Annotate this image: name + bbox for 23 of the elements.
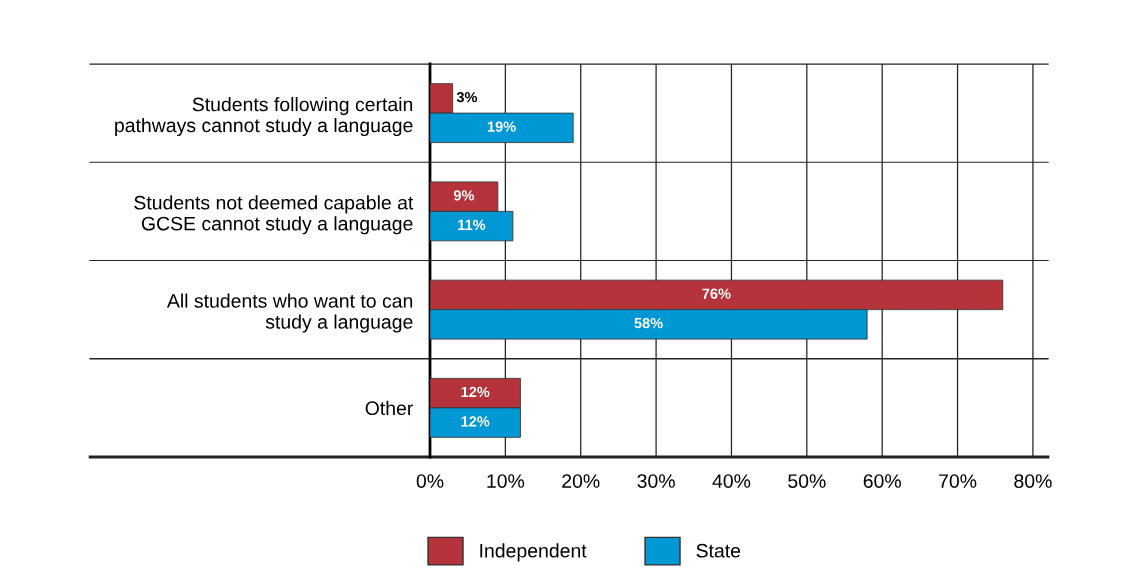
x-tick-label: 10%: [487, 474, 525, 488]
legend-label: Independent: [480, 543, 587, 562]
data-label: 12%: [461, 416, 490, 427]
data-label: 58%: [634, 317, 663, 329]
data-label: 9%: [453, 190, 475, 201]
x-tick-label: 80%: [1014, 474, 1052, 488]
data-label: 12%: [461, 386, 490, 398]
y-tick-label: All students who want to can study a language: [166, 293, 413, 333]
x-tick-label: 70%: [939, 474, 977, 488]
y-tick-label: Students following certain pathways cannot study a language: [115, 97, 413, 137]
data-label: 11%: [458, 219, 486, 230]
legend-label: State: [696, 543, 741, 558]
x-tick-label: 60%: [863, 474, 901, 488]
y-tick-label: Other: [365, 400, 414, 416]
data-label: 3%: [456, 91, 478, 103]
x-tick-label: 30%: [637, 474, 675, 488]
x-tick-label: 0%: [416, 474, 444, 488]
data-label: 19%: [487, 121, 516, 132]
data-label: 76%: [702, 288, 731, 299]
y-tick-label: Students not deemed capable at GCSE cannot study a language: [134, 195, 414, 235]
x-tick-label: 50%: [788, 474, 826, 488]
x-tick-label: 20%: [562, 474, 600, 488]
x-tick-label: 40%: [712, 474, 751, 488]
